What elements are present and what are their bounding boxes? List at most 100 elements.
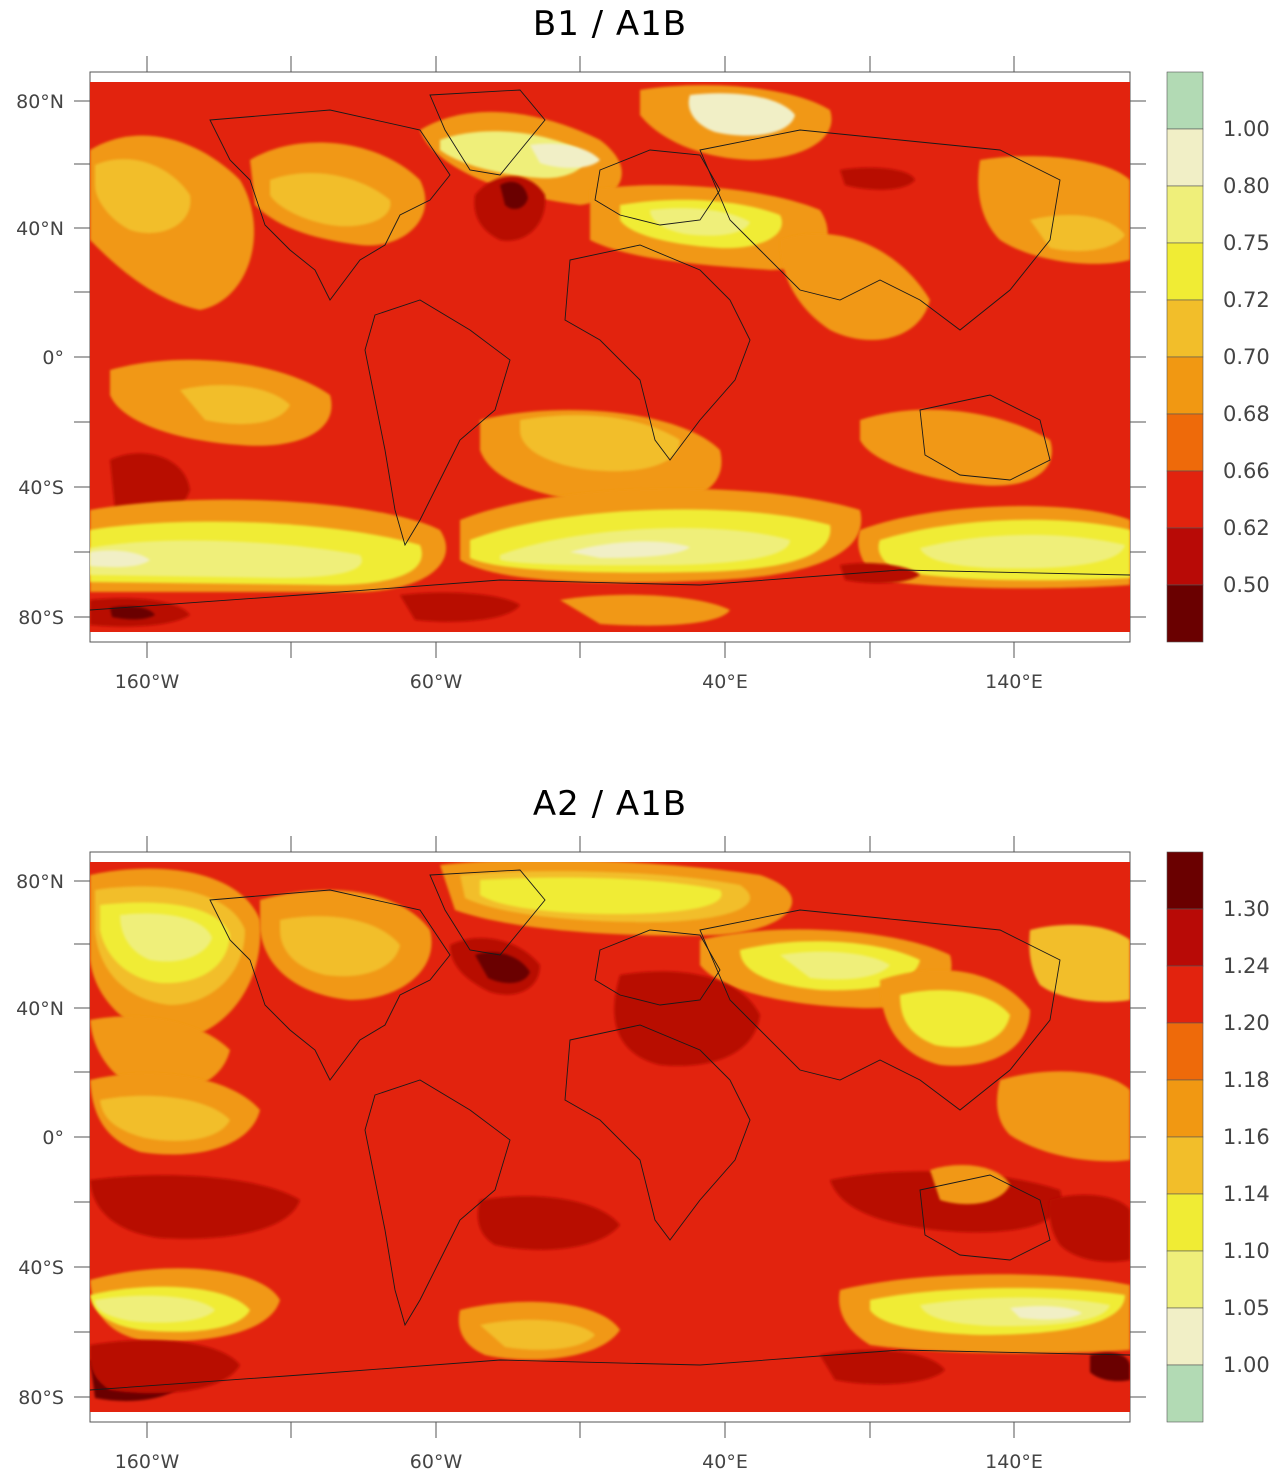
- colorbar-label: 1.14: [1223, 1182, 1270, 1206]
- colorbar-swatch: [1166, 242, 1204, 301]
- coastline: [209, 109, 451, 301]
- map-figure: 80°N 40°N 0° 40°S 80°S 160°W 60°W 40°E 140°E 1.30…: [16, 836, 1270, 1473]
- contour-region: [1049, 1194, 1130, 1262]
- contour-region: [1090, 1352, 1130, 1382]
- contour-region: [475, 952, 530, 984]
- colorbar: 1.30 1.24 1.20 1.18 1.16 1.14 1.10 1.05 1.00: [1166, 851, 1270, 1423]
- contour-region: [820, 1350, 945, 1385]
- coastline: [594, 149, 721, 226]
- axis-ticks: [74, 56, 1146, 658]
- coastline: [919, 394, 1051, 481]
- colorbar-swatch: [1166, 1307, 1204, 1366]
- colorbar-swatch: [1166, 1250, 1204, 1309]
- colorbar-swatch: [1166, 1364, 1204, 1423]
- coastline: [699, 129, 1061, 331]
- coastline: [364, 299, 511, 547]
- contour-region: [100, 1095, 230, 1141]
- coastline: [594, 929, 721, 1006]
- contour-region: [270, 172, 391, 227]
- colorbar-label: 0.72: [1223, 288, 1270, 312]
- contour-region: [180, 385, 290, 425]
- contour-region: [1010, 1305, 1082, 1320]
- colorbar-label: 0.68: [1223, 402, 1270, 426]
- contour-region: [860, 409, 1052, 486]
- colorbar: 1.00 0.80 0.75 0.72 0.70 0.68 0.66 0.62 0.50: [1166, 71, 1270, 643]
- colorbar-swatch: [1166, 908, 1204, 967]
- lon-tick-label: 160°W: [115, 671, 180, 693]
- colorbar-swatch: [1166, 1193, 1204, 1252]
- map-title: B1 / A1B: [532, 4, 688, 44]
- contour-region: [440, 131, 585, 179]
- lon-tick-label: 40°E: [702, 1451, 748, 1473]
- contour-region: [614, 971, 760, 1066]
- contour-region: [120, 913, 212, 962]
- contour-region: [570, 541, 690, 558]
- contour-field: [90, 862, 1130, 1412]
- coastline: [429, 89, 546, 176]
- colorbar-swatch: [1166, 1079, 1204, 1138]
- contour-region: [400, 592, 520, 622]
- colorbar-label: 1.24: [1223, 954, 1270, 978]
- lon-tick-label: 60°W: [410, 671, 463, 693]
- panel-b1-a1b: B1 / A1B 80°N 40°N 0° 40°S 80°S 160°W 60°W 40°E…: [0, 0, 1280, 700]
- contour-region: [90, 540, 362, 578]
- contour-region: [90, 1340, 240, 1394]
- colorbar-label: 1.20: [1223, 1011, 1270, 1035]
- colorbar-swatch: [1166, 965, 1204, 1024]
- colorbar-swatch: [1166, 356, 1204, 415]
- coastline: [564, 244, 751, 461]
- coastline: [699, 909, 1061, 1111]
- coastline: [564, 1024, 751, 1241]
- contour-region: [480, 1319, 595, 1350]
- contour-region: [280, 916, 400, 977]
- coastline: [364, 1079, 511, 1327]
- contour-region: [840, 167, 915, 190]
- colorbar-label: 0.50: [1223, 573, 1270, 597]
- contour-region: [688, 93, 795, 136]
- colorbar-label: 0.66: [1223, 459, 1270, 483]
- map-figure: 80°N 40°N 0° 40°S 80°S 160°W 60°W 40°E 140°E 1.00…: [16, 56, 1270, 693]
- colorbar-swatch: [1166, 851, 1204, 910]
- lat-tick-label: 40°S: [18, 1257, 64, 1279]
- lon-tick-label: 160°W: [115, 1451, 180, 1473]
- contour-region: [520, 415, 680, 472]
- contour-region: [840, 563, 920, 584]
- contour-region: [90, 1175, 300, 1239]
- contour-region: [110, 606, 155, 620]
- contour-region: [1030, 215, 1125, 252]
- colorbar-label: 1.30: [1223, 897, 1270, 921]
- contour-region: [474, 176, 546, 241]
- lat-tick-label: 40°N: [16, 218, 64, 240]
- colorbar-swatch: [1166, 128, 1204, 187]
- contour-region: [530, 143, 600, 168]
- lat-tick-label: 80°N: [16, 91, 64, 113]
- lat-tick-label: 80°N: [16, 871, 64, 893]
- contour-region: [90, 550, 150, 568]
- contour-region: [95, 1295, 215, 1323]
- contour-region: [95, 159, 191, 234]
- colorbar-swatch: [1166, 470, 1204, 529]
- colorbar-label: 1.05: [1223, 1296, 1270, 1320]
- contour-region: [780, 233, 930, 340]
- colorbar-label: 0.70: [1223, 345, 1270, 369]
- coastline: [90, 1349, 1130, 1391]
- coastlines: [90, 869, 1130, 1391]
- colorbar-label: 0.62: [1223, 516, 1270, 540]
- lat-tick-label: 80°S: [18, 1387, 64, 1409]
- lon-tick-label: 140°E: [985, 1451, 1043, 1473]
- coastline: [429, 869, 546, 956]
- colorbar-label: 0.75: [1223, 231, 1270, 255]
- contour-region: [1029, 924, 1130, 1002]
- coastline: [919, 1174, 1051, 1261]
- lat-tick-label: 40°S: [18, 477, 64, 499]
- colorbar-swatch: [1166, 527, 1204, 586]
- coastline: [209, 889, 451, 1081]
- colorbar-label: 0.80: [1223, 174, 1270, 198]
- colorbar-swatch: [1166, 299, 1204, 358]
- contour-region: [477, 1196, 620, 1250]
- colorbar-swatch: [1166, 71, 1204, 130]
- colorbar-swatch: [1166, 413, 1204, 472]
- colorbar-swatch: [1166, 584, 1204, 643]
- coastlines: [90, 89, 1130, 611]
- colorbar-swatch: [1166, 1136, 1204, 1195]
